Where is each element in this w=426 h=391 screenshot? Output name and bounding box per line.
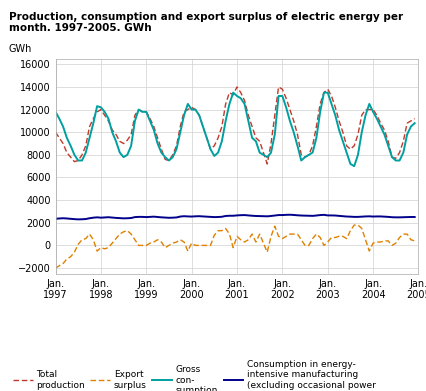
Text: Production, consumption and export surplus of electric energy per
month. 1997-20: Production, consumption and export surpl… — [9, 12, 402, 33]
Text: GWh: GWh — [9, 44, 32, 54]
Legend: Total
production, Export
surplus, Gross
con-
sumption, Consumption in energy-
in: Total production, Export surplus, Gross … — [13, 360, 375, 391]
